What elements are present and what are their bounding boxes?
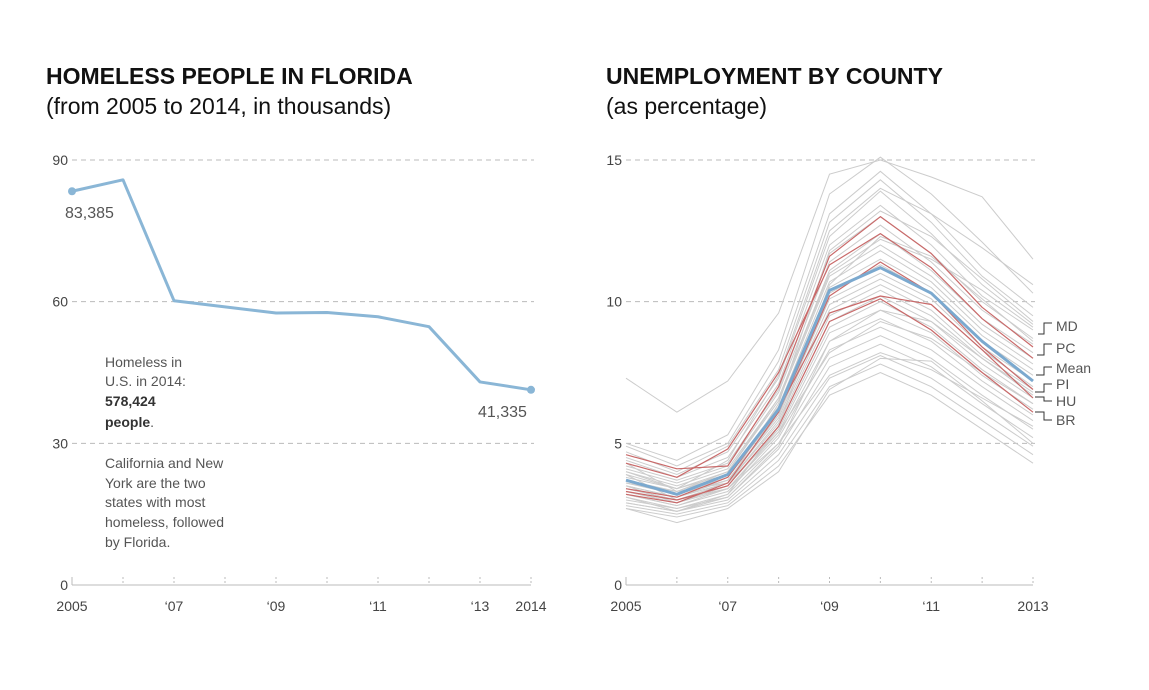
series-line-mean	[625, 266, 1034, 496]
homeless-y-axis: 0 30 60 90	[52, 152, 68, 593]
annotation-line1: Homeless in	[105, 354, 182, 370]
county-line	[625, 224, 1034, 484]
label-mean: Mean	[1056, 360, 1091, 376]
county-line	[625, 179, 1034, 473]
homeless-end-point	[527, 385, 535, 394]
annotation-number: 578,424	[105, 393, 156, 409]
series-line-hu	[625, 295, 1034, 498]
county-line	[625, 204, 1034, 478]
series-line-pi	[625, 261, 1034, 504]
county-line	[625, 258, 1034, 493]
label-br: BR	[1056, 412, 1075, 428]
annotation-para-1: California and New	[105, 455, 224, 471]
county-line	[625, 244, 1034, 490]
label-leader-lines	[1035, 322, 1052, 421]
homeless-x-axis: 2005 ‘07 ‘09 ‘11 ‘13 2014	[56, 577, 547, 614]
county-line	[625, 187, 1034, 490]
homeless-gridlines	[72, 159, 534, 444]
annotation-people: people.	[105, 414, 154, 430]
homeless-chart: HOMELESS PEOPLE IN FLORIDA (from 2005 to…	[46, 63, 547, 614]
county-line	[625, 357, 1034, 524]
homeless-y-tick-label: 90	[52, 152, 68, 168]
label-pi: PI	[1056, 376, 1069, 392]
county-line	[625, 233, 1034, 487]
homeless-x-tick-label: 2014	[515, 598, 546, 614]
label-hu: HU	[1056, 393, 1076, 409]
homeless-line	[71, 178, 532, 392]
homeless-end-label: 41,335	[478, 404, 527, 421]
label-md: MD	[1056, 318, 1078, 334]
annotation-para-4: homeless, followed	[105, 514, 224, 530]
unemployment-x-tick-label: ‘11	[922, 598, 940, 614]
series-line-pc	[625, 233, 1034, 478]
homeless-chart-title: HOMELESS PEOPLE IN FLORIDA	[46, 63, 413, 89]
homeless-y-tick-label: 0	[60, 577, 68, 593]
county-line	[625, 159, 1034, 413]
homeless-x-tick-label: ‘13	[471, 598, 490, 614]
county-line	[625, 352, 1034, 501]
homeless-y-tick-label: 60	[52, 294, 68, 310]
homeless-start-label: 83,385	[65, 205, 114, 222]
unemployment-x-tick-label: 2013	[1017, 598, 1048, 614]
county-line	[625, 156, 1034, 461]
county-line	[625, 326, 1034, 507]
county-line	[625, 363, 1034, 515]
county-line	[625, 250, 1034, 490]
unemployment-y-tick-label: 15	[606, 152, 622, 168]
county-line	[625, 190, 1034, 476]
county-line	[625, 371, 1034, 518]
county-line	[625, 284, 1034, 498]
county-line	[625, 216, 1034, 481]
annotation-period: .	[150, 414, 154, 430]
unemployment-x-tick-label: 2005	[610, 598, 641, 614]
annotation-para-3: states with most	[105, 494, 205, 510]
unemployment-y-tick-label: 10	[606, 294, 622, 310]
series-line-br	[625, 298, 1034, 501]
unemployment-chart: UNEMPLOYMENT BY COUNTY (as percentage) 0…	[606, 63, 1091, 614]
homeless-y-tick-label: 30	[52, 435, 68, 451]
unemployment-y-tick-label: 5	[614, 435, 622, 451]
county-line	[625, 335, 1034, 510]
county-line	[625, 289, 1034, 501]
unemployment-y-tick-label: 0	[614, 577, 622, 593]
homeless-annotation: Homeless in U.S. in 2014: 578,424 people…	[105, 354, 224, 550]
county-line	[625, 238, 1034, 493]
county-line	[625, 235, 1034, 512]
county-line	[625, 309, 1034, 512]
unemployment-y-axis: 0 5 10 15	[606, 152, 622, 593]
unemployment-x-axis: 2005 ‘07 ‘09 ‘11 2013	[610, 577, 1049, 614]
county-line	[625, 343, 1034, 510]
label-pc: PC	[1056, 340, 1075, 356]
county-line	[625, 301, 1034, 504]
homeless-x-tick-label: ‘11	[369, 598, 387, 614]
homeless-x-tick-label: ‘09	[267, 598, 286, 614]
homeless-x-tick-label: ‘07	[165, 598, 184, 614]
annotation-line2: U.S. in 2014:	[105, 373, 186, 389]
homeless-x-tick-label: 2005	[56, 598, 87, 614]
annotation-para-5: by Florida.	[105, 534, 170, 550]
unemployment-x-tick-label: ‘07	[718, 598, 737, 614]
homeless-chart-subtitle: (from 2005 to 2014, in thousands)	[46, 93, 391, 119]
unemployment-x-tick-label: ‘09	[820, 598, 839, 614]
county-line	[625, 170, 1034, 467]
unemployment-chart-subtitle: (as percentage)	[606, 93, 767, 119]
unemployment-chart-title: UNEMPLOYMENT BY COUNTY	[606, 63, 943, 89]
annotation-people-word: people	[105, 414, 150, 430]
county-labels: MD PC Mean PI HU BR	[1056, 318, 1091, 428]
homeless-series	[68, 178, 535, 394]
county-line	[625, 272, 1034, 495]
county-line	[625, 354, 1034, 512]
annotation-para-2: York are the two	[105, 475, 206, 491]
homeless-start-point	[68, 187, 76, 196]
highlight-lines	[625, 216, 1034, 504]
